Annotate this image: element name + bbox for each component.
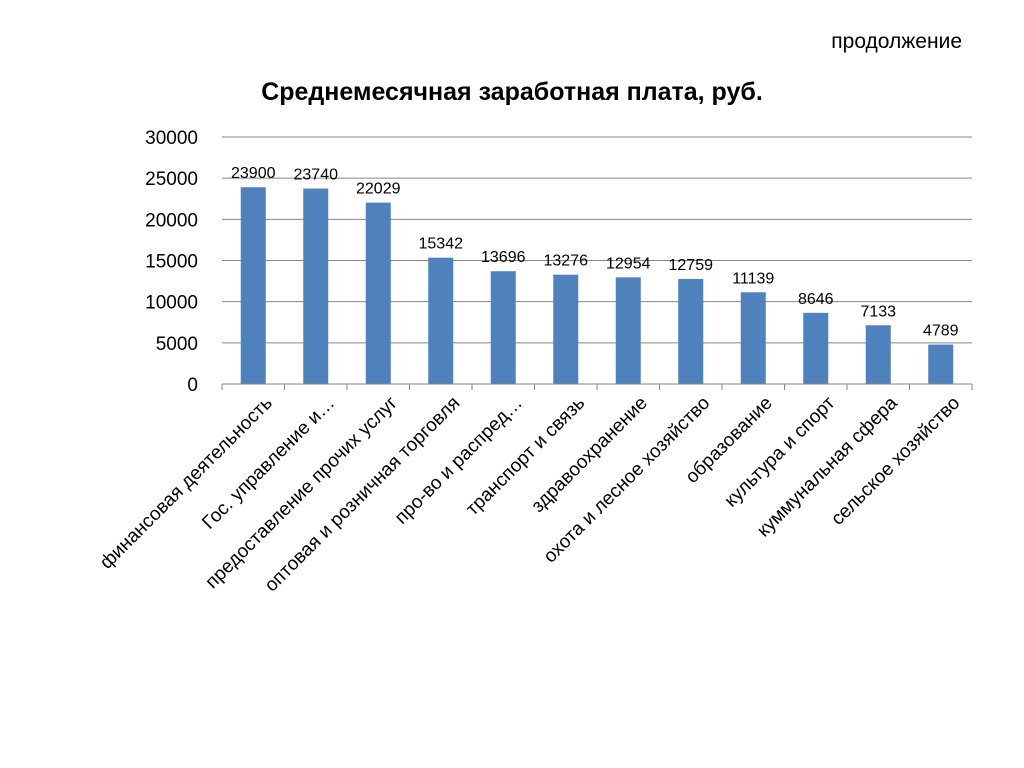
bar — [865, 325, 891, 384]
y-tick-label: 30000 — [145, 128, 198, 149]
bar — [490, 271, 516, 384]
y-tick-label: 25000 — [145, 169, 198, 190]
data-label: 13696 — [481, 249, 526, 266]
bar — [303, 188, 329, 384]
bar — [678, 278, 704, 384]
bar — [615, 277, 641, 384]
data-label: 23740 — [294, 167, 339, 184]
y-axis-ticks: 0 5000 10000 15000 20000 25000 30000 — [145, 128, 198, 396]
y-tick-label: 20000 — [145, 210, 198, 231]
category-label: культура и спорт — [721, 392, 840, 511]
continuation-note: продолжение — [831, 30, 962, 53]
grid-lines — [222, 136, 972, 344]
data-labels: 23900 23740 22029 15342 13696 13276 12954 12759… — [231, 165, 959, 339]
category-label: транспорт и связь — [462, 393, 589, 520]
data-label: 22029 — [356, 181, 401, 198]
bars — [240, 187, 954, 384]
data-label: 8646 — [798, 291, 834, 308]
data-label: 12954 — [606, 255, 651, 272]
chart-title: Среднемесячная заработная плата, руб. — [261, 78, 763, 106]
bar — [428, 257, 454, 384]
data-label: 7133 — [860, 303, 896, 320]
data-label: 13276 — [544, 253, 589, 270]
bar — [553, 274, 579, 384]
data-label: 12759 — [669, 257, 714, 274]
data-label: 15342 — [419, 236, 464, 253]
bar — [803, 312, 829, 384]
y-tick-label: 10000 — [145, 293, 198, 314]
data-label: 11139 — [732, 270, 774, 287]
data-label: 23900 — [231, 165, 276, 182]
bar — [240, 187, 266, 384]
data-label: 4789 — [923, 323, 959, 340]
bar — [928, 344, 954, 384]
bar — [365, 202, 391, 384]
bar — [740, 292, 766, 384]
y-tick-label: 0 — [187, 375, 198, 396]
y-tick-label: 15000 — [145, 252, 198, 273]
category-label: здравоохранение — [528, 393, 652, 517]
y-tick-label: 5000 — [156, 334, 198, 355]
